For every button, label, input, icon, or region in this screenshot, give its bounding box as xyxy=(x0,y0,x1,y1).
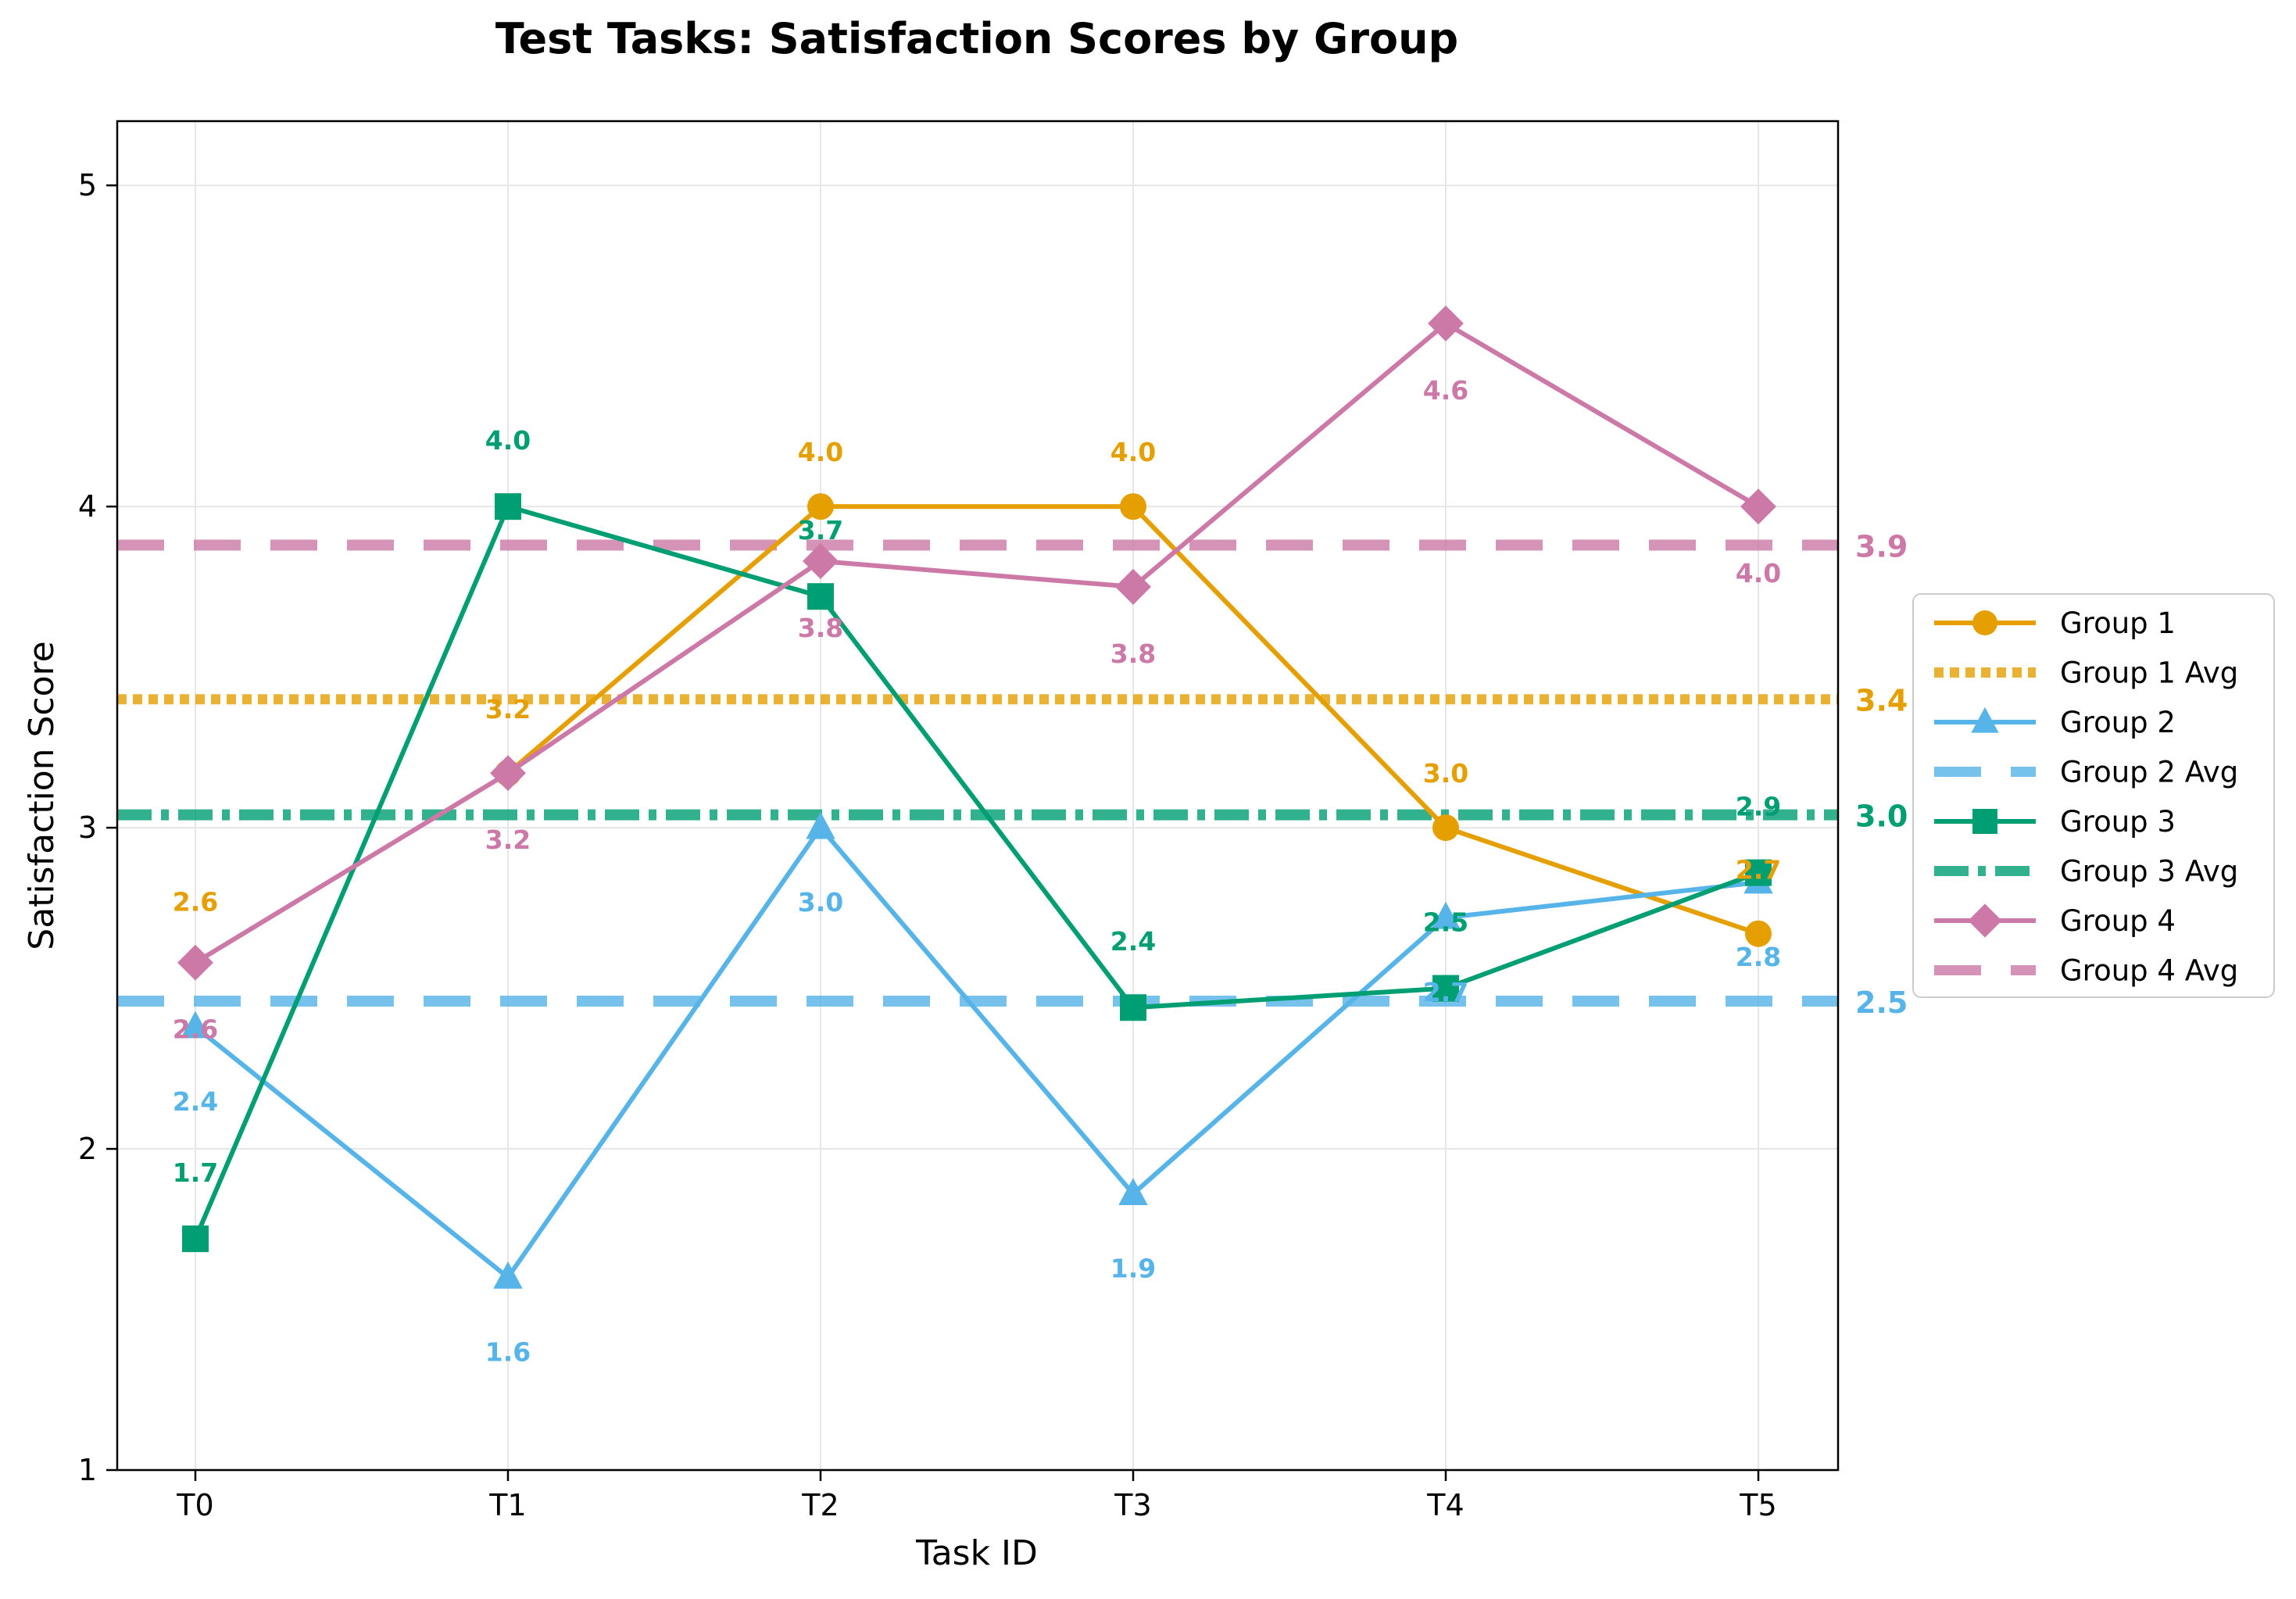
data-point-marker xyxy=(182,1225,209,1253)
legend: Group 1 Group 1 Avg Group 2 Group 2 Avg Grou… xyxy=(1912,593,2275,998)
x-tick-label: T4 xyxy=(1426,1488,1464,1522)
data-label: 3.0 xyxy=(798,887,843,918)
data-labels: 2.6 3.2 4.0 4.0 3.0 2.7 2.4 1.6 3.0 1.9 2.7 2.8 1.7 4… xyxy=(173,375,1781,1368)
y-axis-label: Satisfaction Score xyxy=(22,641,62,950)
data-point-marker xyxy=(1432,975,1459,1002)
x-tick-label: T1 xyxy=(488,1488,526,1522)
data-label: 4.0 xyxy=(485,425,531,456)
data-point-marker xyxy=(1745,859,1772,886)
data-label: 2.4 xyxy=(1110,926,1156,957)
data-point-marker xyxy=(1745,920,1772,947)
data-point-marker xyxy=(490,755,526,792)
data-point-marker xyxy=(1118,1178,1148,1206)
data-label: 2.4 xyxy=(173,1086,218,1117)
axes: T0 T1 T2 T3 T4 T5 1 2 3 4 5 xyxy=(78,168,1777,1522)
data-label: 3.2 xyxy=(485,825,531,855)
data-point-marker xyxy=(1432,814,1459,842)
data-label: 4.0 xyxy=(1736,558,1781,588)
data-label: 1.7 xyxy=(173,1157,218,1188)
y-tick-label: 2 xyxy=(78,1132,97,1166)
y-tick-label: 4 xyxy=(78,489,97,524)
data-point-marker xyxy=(1115,568,1151,605)
series-line xyxy=(194,320,1760,965)
data-label: 2.9 xyxy=(1736,792,1781,822)
average-value-label: 3.0 xyxy=(1855,800,1908,834)
x-tick-label: T5 xyxy=(1739,1488,1776,1522)
data-point-marker xyxy=(493,1261,523,1289)
legend-label: Group 4 xyxy=(2060,904,2176,938)
legend-label: Group 4 Avg xyxy=(2060,954,2238,988)
series-line xyxy=(194,825,1759,1280)
data-label: 3.8 xyxy=(798,613,843,643)
data-label: 2.6 xyxy=(173,886,218,917)
data-label: 4.6 xyxy=(1423,375,1468,406)
average-value-label: 2.5 xyxy=(1855,986,1908,1020)
data-label: 3.7 xyxy=(798,515,843,546)
legend-label: Group 3 Avg xyxy=(2060,855,2238,889)
legend-frame xyxy=(1912,593,2275,998)
average-value-labels: 3.4 2.5 3.0 3.9 xyxy=(1855,529,1908,1020)
legend-marker xyxy=(1972,610,1997,635)
data-label: 4.0 xyxy=(1110,437,1156,467)
x-tick-label: T3 xyxy=(1114,1488,1151,1522)
legend-label: Group 1 Avg xyxy=(2060,656,2238,690)
y-tick-label: 5 xyxy=(78,168,97,202)
data-point-marker xyxy=(1740,488,1776,525)
data-label: 1.6 xyxy=(485,1336,531,1367)
data-label: 2.5 xyxy=(1423,907,1468,938)
data-point-marker xyxy=(1428,305,1464,342)
legend-label: Group 2 xyxy=(2060,706,2176,739)
plot-frame xyxy=(116,120,1840,1472)
legend-label: Group 3 xyxy=(2060,805,2176,839)
data-point-marker xyxy=(807,583,834,610)
average-value-label: 3.9 xyxy=(1855,529,1908,563)
average-value-label: 3.4 xyxy=(1855,684,1908,718)
data-point-marker xyxy=(495,493,521,520)
data-point-marker xyxy=(803,543,839,579)
data-label: 1.9 xyxy=(1110,1254,1156,1284)
data-label: 2.7 xyxy=(1736,854,1781,885)
data-point-marker xyxy=(1120,994,1146,1021)
data-label: 2.6 xyxy=(173,1014,218,1045)
data-point-marker xyxy=(181,1011,210,1039)
data-label: 2.8 xyxy=(1736,942,1781,972)
data-label: 2.7 xyxy=(1423,977,1468,1007)
x-tick-label: T0 xyxy=(176,1488,213,1522)
x-tick-label: T2 xyxy=(801,1488,839,1522)
legend-marker xyxy=(1968,903,2002,938)
data-point-marker xyxy=(807,493,834,520)
y-tick-label: 1 xyxy=(78,1453,97,1487)
data-label: 3.2 xyxy=(485,694,531,724)
data-point-marker xyxy=(177,944,213,981)
x-axis-label: Task ID xyxy=(915,1533,1038,1573)
legend-marker xyxy=(1971,706,1999,733)
series-line xyxy=(193,504,1760,1240)
data-point-marker xyxy=(806,811,835,839)
legend-items: Group 1 Group 1 Avg Group 2 Group 2 Avg Grou… xyxy=(1934,606,2238,988)
data-label: 4.0 xyxy=(798,437,843,467)
legend-label: Group 2 Avg xyxy=(2060,756,2238,789)
data-point-marker xyxy=(1120,493,1146,520)
series-lines xyxy=(177,305,1776,1289)
data-point-marker xyxy=(1431,901,1461,929)
average-lines xyxy=(117,539,1838,1007)
chart-title: Test Tasks: Satisfaction Scores by Group xyxy=(495,14,1458,63)
legend-marker xyxy=(1972,809,1997,834)
legend-label: Group 1 xyxy=(2060,606,2176,640)
y-tick-label: 3 xyxy=(78,810,97,845)
data-label: 3.0 xyxy=(1423,758,1468,789)
data-label: 3.8 xyxy=(1110,639,1156,669)
